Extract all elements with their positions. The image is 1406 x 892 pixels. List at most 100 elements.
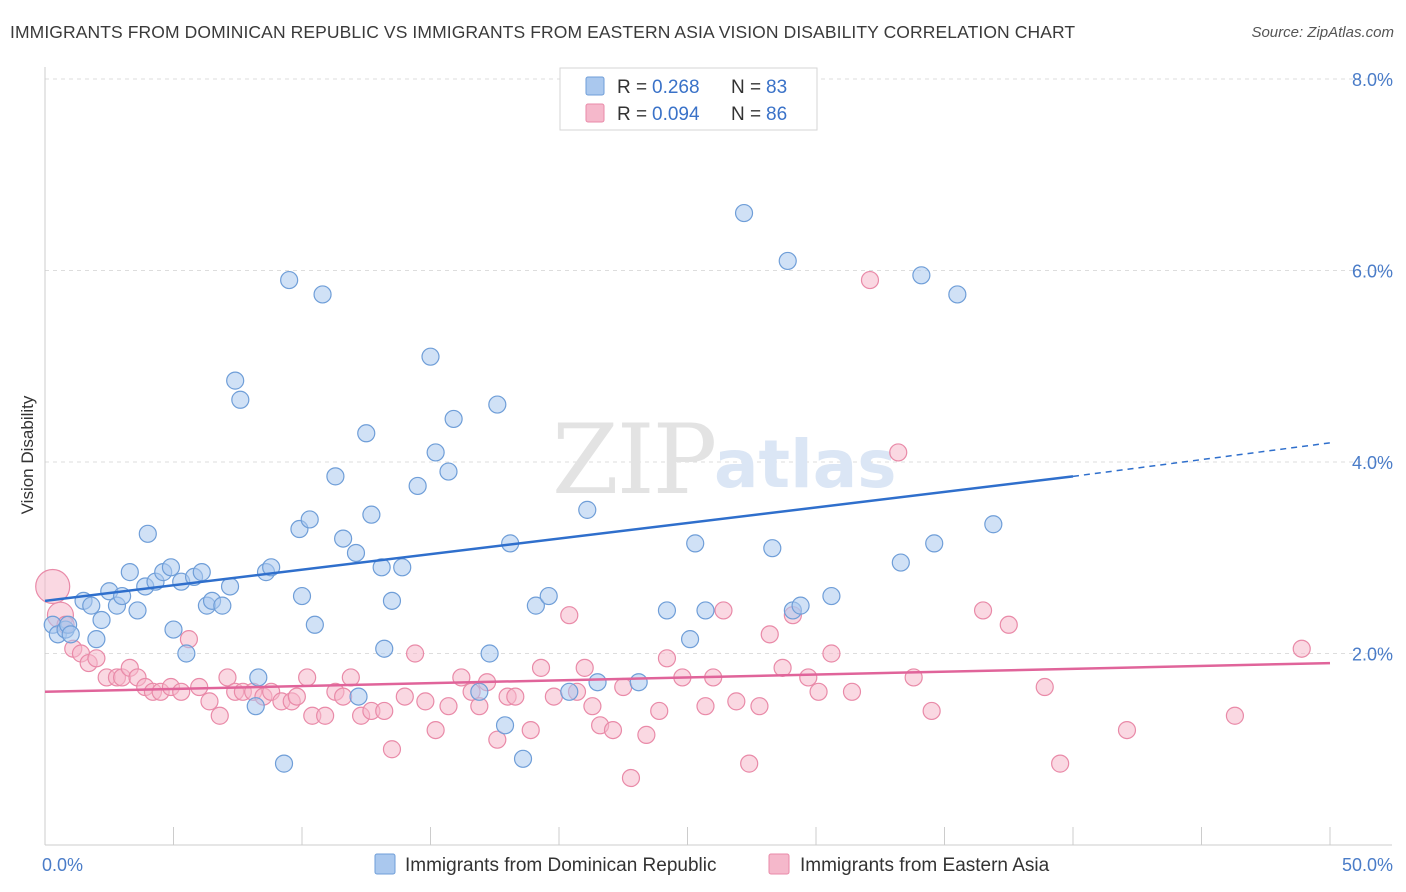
point-dominican-republic — [470, 682, 489, 701]
point-dominican-republic — [280, 270, 299, 290]
point-dominican-republic — [891, 553, 910, 572]
point-dominican-republic — [192, 563, 211, 582]
point-eastern-asia — [382, 740, 402, 759]
point-dominican-republic — [220, 577, 240, 596]
bottom-legend-label-2: Immigrants from Eastern Asia — [800, 855, 1050, 876]
y-tick-label: 6.0% — [1352, 262, 1393, 282]
point-eastern-asia — [740, 754, 759, 773]
point-dominican-republic — [822, 586, 841, 606]
point-dominican-republic — [226, 371, 245, 390]
point-dominican-republic — [763, 539, 782, 558]
point-eastern-asia — [650, 701, 669, 721]
point-eastern-asia — [583, 697, 602, 716]
point-dominican-republic — [578, 500, 597, 519]
point-eastern-asia — [341, 668, 360, 687]
bottom-legend-swatch-pink — [768, 853, 790, 875]
y-tick-label: 2.0% — [1352, 645, 1393, 665]
trendlines — [44, 442, 1331, 694]
point-eastern-asia — [750, 697, 769, 716]
point-eastern-asia — [426, 720, 445, 740]
point-eastern-asia — [822, 644, 841, 663]
point-dominican-republic — [734, 203, 754, 223]
tick-labels: 2.0% 4.0% 6.0% 8.0% 0.0% 50.0% — [42, 70, 1393, 875]
point-dominican-republic — [375, 639, 394, 658]
point-eastern-asia — [1225, 706, 1245, 725]
point-dominican-republic — [213, 596, 232, 615]
point-eastern-asia — [889, 443, 908, 462]
point-dominican-republic — [334, 529, 353, 548]
point-dominican-republic — [128, 601, 147, 620]
point-dominican-republic — [560, 682, 579, 701]
point-eastern-asia — [405, 644, 425, 663]
point-dominican-republic — [539, 586, 558, 606]
point-eastern-asia — [773, 658, 792, 677]
y-tick-label: 8.0% — [1352, 70, 1393, 90]
point-dominican-republic — [696, 601, 715, 620]
bottom-legend-swatch-blue — [374, 853, 396, 875]
point-eastern-asia — [218, 668, 237, 687]
point-dominican-republic — [657, 601, 677, 620]
watermark: ZIP atlas — [552, 404, 897, 516]
legend-n-label-2: N = — [731, 104, 761, 125]
legend-n-value-2: 86 — [766, 104, 787, 125]
point-eastern-asia — [531, 658, 551, 677]
point-eastern-asia — [809, 682, 828, 701]
point-dominican-republic — [305, 615, 324, 634]
y-axis-title: Vision Disability — [18, 395, 37, 514]
point-dominican-republic — [629, 673, 648, 692]
point-dominican-republic — [82, 596, 101, 615]
point-dominican-republic — [292, 586, 312, 606]
point-dominican-republic — [300, 510, 319, 529]
point-eastern-asia — [560, 606, 579, 625]
point-dominican-republic — [912, 266, 931, 285]
legend-r-value-1: 0.268 — [652, 77, 700, 98]
point-eastern-asia — [799, 668, 818, 687]
point-dominican-republic — [349, 687, 368, 706]
watermark-zip: ZIP — [552, 404, 715, 516]
point-eastern-asia — [521, 720, 540, 740]
point-dominican-republic — [488, 395, 507, 414]
chart-source: Source: ZipAtlas.com — [1251, 24, 1394, 41]
point-eastern-asia — [395, 687, 414, 706]
point-eastern-asia — [172, 682, 191, 701]
series-eastern-asia — [35, 270, 1311, 788]
trendline-dominican-republic-extension — [1072, 442, 1331, 478]
point-dominican-republic — [948, 285, 967, 304]
point-dominican-republic — [393, 558, 412, 577]
point-eastern-asia — [210, 706, 229, 725]
point-eastern-asia — [696, 697, 715, 716]
point-dominican-republic — [246, 697, 265, 716]
axes — [44, 67, 1392, 846]
bottom-legend: Immigrants from Dominican Republic Immig… — [374, 853, 1050, 876]
point-eastern-asia — [200, 692, 219, 711]
x-tick-label: 0.0% — [42, 855, 83, 875]
point-eastern-asia — [860, 270, 880, 290]
point-eastern-asia — [760, 625, 779, 644]
trendline-dominican-republic — [44, 475, 1074, 603]
point-dominican-republic — [421, 347, 440, 366]
point-dominican-republic — [357, 424, 376, 443]
point-dominican-republic — [680, 630, 700, 649]
point-eastern-asia — [603, 720, 623, 740]
point-eastern-asia — [714, 601, 733, 620]
point-dominican-republic — [686, 534, 705, 553]
point-dominican-republic — [92, 610, 111, 630]
point-eastern-asia — [999, 615, 1018, 634]
point-dominican-republic — [231, 390, 250, 409]
point-dominican-republic — [326, 467, 345, 486]
point-eastern-asia — [575, 658, 594, 677]
point-eastern-asia — [922, 701, 941, 721]
point-dominican-republic — [426, 443, 445, 462]
point-eastern-asia — [1292, 639, 1311, 658]
point-eastern-asia — [416, 692, 435, 711]
point-dominican-republic — [313, 285, 332, 304]
point-eastern-asia — [298, 668, 317, 687]
legend-n-value-1: 83 — [766, 77, 787, 98]
point-eastern-asia — [842, 682, 862, 701]
legend: R = 0.268 N = 83 R = 0.094 N = 86 — [559, 67, 818, 131]
bottom-legend-label-1: Immigrants from Dominican Republic — [405, 855, 717, 876]
legend-swatch-pink — [585, 103, 605, 123]
point-eastern-asia — [287, 687, 306, 706]
point-dominican-republic — [249, 668, 268, 687]
